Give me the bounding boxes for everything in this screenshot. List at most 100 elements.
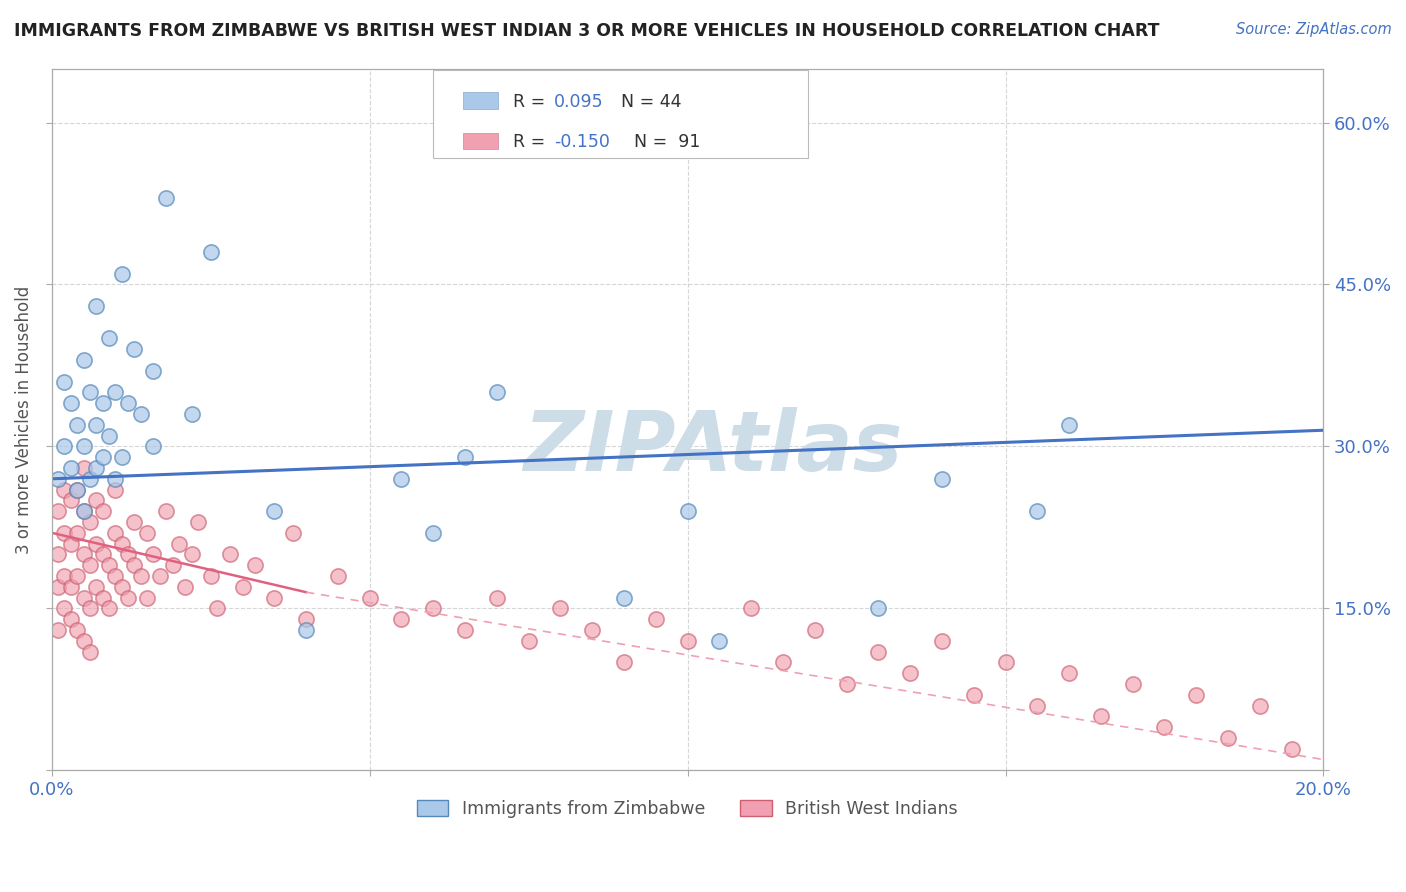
Point [772,656,794,670]
Point [84,417,107,432]
Text: N = 44: N = 44 [621,93,682,111]
Point [1057,417,1080,432]
Point [835,677,858,691]
Point [454,623,477,637]
Point [72,548,94,562]
Point [117,396,139,410]
Point [72,633,94,648]
Point [46,580,69,594]
Point [422,601,444,615]
Point [263,504,285,518]
Text: N =  91: N = 91 [634,133,700,152]
Point [485,591,508,605]
Point [1153,720,1175,734]
Text: IMMIGRANTS FROM ZIMBABWE VS BRITISH WEST INDIAN 3 OR MORE VEHICLES IN HOUSEHOLD : IMMIGRANTS FROM ZIMBABWE VS BRITISH WEST… [14,22,1160,40]
FancyBboxPatch shape [463,133,498,149]
Point [104,569,127,583]
Point [66,483,89,497]
Point [111,267,134,281]
Point [79,472,101,486]
Point [803,623,825,637]
Point [53,525,76,540]
Point [46,472,69,486]
Point [111,450,134,465]
Point [84,299,107,313]
Text: ZIPAtlas: ZIPAtlas [523,407,903,488]
Point [111,536,134,550]
Point [218,548,240,562]
Point [124,515,146,529]
Text: 0.095: 0.095 [554,93,603,111]
Point [66,417,89,432]
Y-axis label: 3 or more Vehicles in Household: 3 or more Vehicles in Household [15,285,32,554]
Point [200,569,222,583]
Point [676,504,699,518]
Point [91,591,114,605]
Point [180,407,202,421]
Point [142,548,165,562]
Point [46,623,69,637]
Point [295,623,318,637]
Point [79,515,101,529]
Point [79,385,101,400]
Point [104,472,127,486]
Point [59,536,82,550]
Point [391,612,413,626]
Point [59,493,82,508]
Point [98,331,121,345]
Point [72,504,94,518]
Point [142,364,165,378]
Point [98,558,121,573]
Point [84,536,107,550]
Point [1281,741,1303,756]
Point [740,601,762,615]
Point [1057,666,1080,681]
Point [180,548,202,562]
Point [66,623,89,637]
Point [422,525,444,540]
Point [454,450,477,465]
Point [1026,698,1049,713]
Point [155,191,177,205]
Point [295,612,318,626]
Point [66,525,89,540]
Text: R =: R = [513,93,551,111]
Point [53,569,76,583]
Point [963,688,986,702]
Point [111,580,134,594]
Point [898,666,921,681]
Point [104,385,127,400]
Point [84,580,107,594]
Text: R =: R = [513,133,551,152]
Point [136,525,159,540]
Point [994,656,1017,670]
Point [205,601,228,615]
Point [91,548,114,562]
Point [53,375,76,389]
Point [644,612,666,626]
Point [79,644,101,658]
Point [263,591,285,605]
Point [91,396,114,410]
Point [1185,688,1208,702]
Point [931,472,953,486]
Point [46,504,69,518]
Point [59,580,82,594]
Text: -0.150: -0.150 [554,133,610,152]
Point [104,525,127,540]
Point [129,569,152,583]
FancyBboxPatch shape [433,70,808,158]
Point [550,601,572,615]
Point [1216,731,1239,745]
Point [1249,698,1271,713]
Point [91,504,114,518]
Text: Source: ZipAtlas.com: Source: ZipAtlas.com [1236,22,1392,37]
Point [72,591,94,605]
Point [72,353,94,368]
Point [391,472,413,486]
Point [117,548,139,562]
Point [1090,709,1112,723]
Legend: Immigrants from Zimbabwe, British West Indians: Immigrants from Zimbabwe, British West I… [411,793,965,825]
Point [124,558,146,573]
Point [709,633,731,648]
